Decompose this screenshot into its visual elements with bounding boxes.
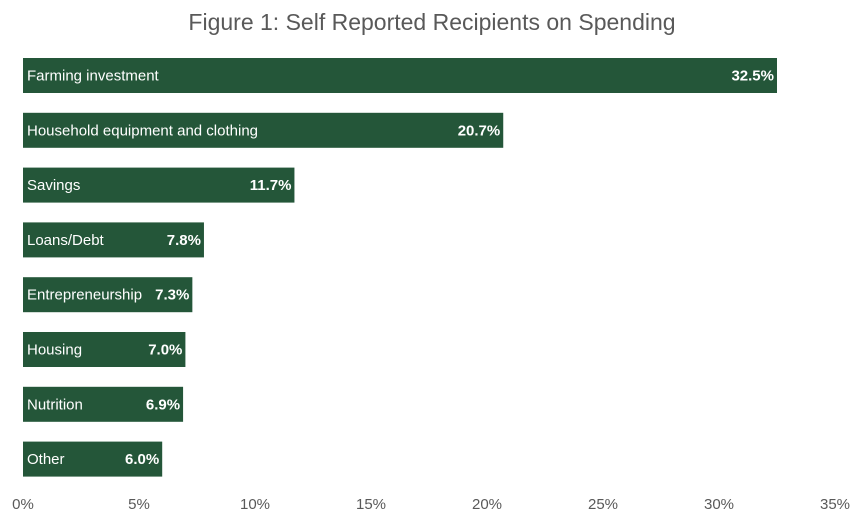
bar-value-label: 6.0% bbox=[125, 451, 159, 468]
x-tick-label: 20% bbox=[472, 496, 502, 513]
bar-category-label: Household equipment and clothing bbox=[27, 122, 258, 139]
bar bbox=[23, 58, 777, 93]
bar-value-label: 11.7% bbox=[250, 177, 292, 194]
chart-title: Figure 1: Self Reported Recipients on Sp… bbox=[188, 9, 676, 35]
bar bbox=[23, 222, 204, 258]
bar-category-label: Savings bbox=[27, 177, 80, 194]
bar-category-label: Housing bbox=[27, 342, 82, 359]
bar-value-label: 32.5% bbox=[731, 68, 774, 85]
bar bbox=[23, 112, 504, 148]
bars-layer: Farming investment 32.5% Household equipme… bbox=[23, 58, 777, 477]
x-tick-label: 5% bbox=[128, 496, 150, 513]
bar-category-label: Entrepreneurship bbox=[27, 287, 142, 304]
x-axis-ticks: 0% 5% 10% 15% 20% 25% 30% 35% bbox=[12, 496, 850, 513]
bar bbox=[23, 441, 163, 477]
bar-category-label: Farming investment bbox=[27, 68, 160, 85]
x-tick-label: 25% bbox=[588, 496, 618, 513]
bar bbox=[23, 277, 193, 313]
x-tick-label: 30% bbox=[704, 496, 734, 513]
x-tick-label: 15% bbox=[356, 496, 386, 513]
bar-category-label: Loans/Debt bbox=[27, 232, 105, 249]
x-tick-label: 10% bbox=[240, 496, 270, 513]
bar-value-label: 7.8% bbox=[167, 232, 201, 249]
bar-category-label: Other bbox=[27, 451, 65, 468]
x-tick-label: 0% bbox=[12, 496, 34, 513]
bar-value-label: 7.3% bbox=[155, 287, 189, 304]
bar-value-label: 7.0% bbox=[148, 342, 182, 359]
bar bbox=[23, 167, 295, 203]
bar bbox=[23, 332, 186, 367]
bar-value-label: 6.9% bbox=[146, 396, 180, 413]
bar bbox=[23, 386, 184, 422]
x-tick-label: 35% bbox=[820, 496, 850, 513]
bar-category-label: Nutrition bbox=[27, 396, 83, 413]
bar-value-label: 20.7% bbox=[458, 122, 501, 139]
